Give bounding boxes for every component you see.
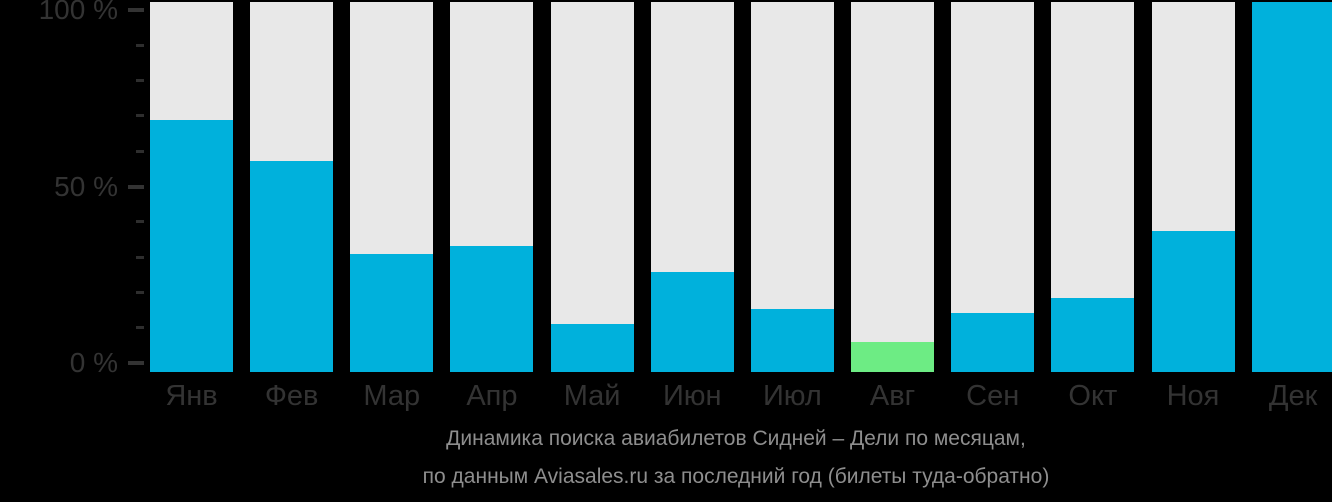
month-label: Май bbox=[563, 380, 621, 412]
bar-fill bbox=[350, 253, 434, 372]
y-tick-major bbox=[128, 361, 144, 365]
y-tick-minor bbox=[136, 79, 144, 83]
bar-column bbox=[550, 2, 634, 372]
bar-fill bbox=[650, 272, 734, 372]
bar-track bbox=[550, 2, 634, 372]
month-label: Мар bbox=[363, 380, 421, 412]
month-label: Янв bbox=[165, 380, 218, 412]
bar-fill bbox=[150, 120, 233, 372]
bar-fill bbox=[250, 161, 334, 372]
bar-fill bbox=[1051, 298, 1135, 372]
bar-column bbox=[951, 2, 1035, 372]
month-label: Июл bbox=[762, 380, 822, 412]
y-tick-label: 50 % bbox=[54, 170, 118, 202]
bar-track bbox=[851, 2, 935, 372]
bar-column bbox=[1251, 2, 1332, 372]
bar-column bbox=[250, 2, 334, 372]
caption-line-2: по данным Aviasales.ru за последний год … bbox=[422, 465, 1050, 488]
y-tick-minor bbox=[136, 255, 144, 259]
month-label: Ноя bbox=[1166, 380, 1220, 412]
y-tick-minor bbox=[136, 114, 144, 118]
y-tick-major bbox=[128, 8, 144, 12]
bar-fill bbox=[951, 312, 1035, 372]
bar-column bbox=[150, 2, 233, 372]
plot-area: Янв Фев Мар Апр Май Июн Июл Авг Сен Окт Ноя Дек bbox=[150, 2, 1332, 412]
y-tick-label: 100 % bbox=[38, 0, 118, 25]
month-label: Окт bbox=[1068, 380, 1118, 412]
bar-column bbox=[851, 2, 935, 372]
bar-fill bbox=[1251, 2, 1332, 372]
y-tick-minor bbox=[136, 43, 144, 47]
bar-column bbox=[650, 2, 734, 372]
caption-line-1: Динамика поиска авиабилетов Сидней – Дел… bbox=[446, 427, 1026, 450]
y-tick-major bbox=[128, 184, 144, 189]
y-tick-minor bbox=[136, 326, 144, 330]
bar-fill-highlight bbox=[851, 342, 935, 372]
bar-column bbox=[450, 2, 534, 372]
month-label: Апр bbox=[466, 380, 518, 412]
bar-fill bbox=[750, 309, 834, 372]
bar-column bbox=[750, 2, 834, 372]
bar-fill bbox=[1151, 231, 1235, 372]
bar-column bbox=[1051, 2, 1135, 372]
bar-column bbox=[1151, 2, 1235, 372]
month-label: Авг bbox=[869, 380, 916, 412]
y-tick-label: 0 % bbox=[69, 347, 118, 378]
bar-track bbox=[951, 2, 1035, 372]
month-label: Дек bbox=[1268, 380, 1318, 412]
y-tick-minor bbox=[136, 149, 144, 153]
bar-fill bbox=[450, 246, 534, 372]
month-label: Фев bbox=[264, 380, 319, 412]
month-label: Июн bbox=[662, 380, 722, 412]
month-label: Сен bbox=[966, 380, 1020, 412]
bar-column bbox=[350, 2, 434, 372]
y-tick-minor bbox=[136, 220, 144, 224]
bar-fill bbox=[550, 323, 634, 372]
y-tick-minor bbox=[136, 290, 144, 294]
